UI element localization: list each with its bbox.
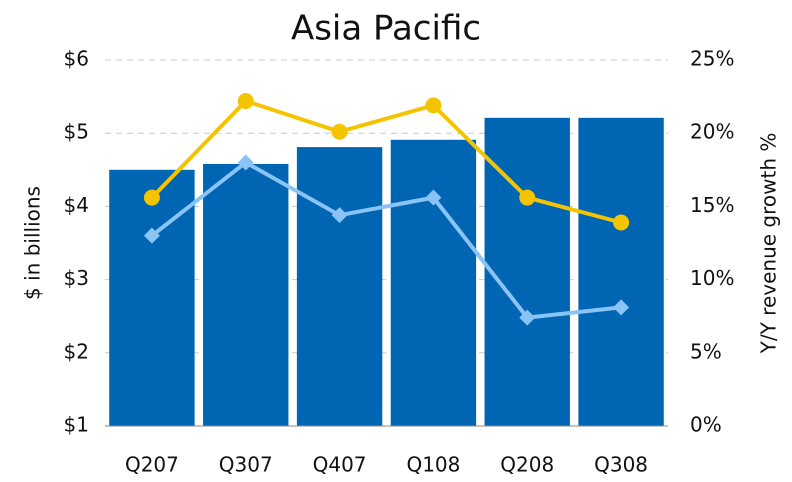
marker bbox=[237, 92, 254, 109]
marker bbox=[519, 309, 536, 326]
y-tick-label: $4 bbox=[64, 193, 89, 217]
bar bbox=[578, 117, 664, 426]
bar bbox=[484, 117, 570, 426]
marker bbox=[613, 299, 630, 316]
marker bbox=[425, 189, 442, 206]
marker bbox=[425, 97, 442, 114]
marker bbox=[613, 214, 630, 231]
x-tick-label: Q208 bbox=[500, 453, 554, 477]
x-tick-label: Q407 bbox=[313, 453, 367, 477]
y-tick-label: $1 bbox=[64, 413, 89, 437]
bar bbox=[296, 147, 383, 426]
bar bbox=[390, 139, 477, 426]
marker bbox=[331, 123, 348, 140]
x-tick-label: Q308 bbox=[594, 453, 648, 477]
y-tick-label: $3 bbox=[64, 266, 89, 290]
marker bbox=[237, 154, 254, 171]
bar bbox=[203, 163, 289, 426]
y2-tick-label: 0% bbox=[690, 413, 722, 437]
y-tick-label: $6 bbox=[64, 47, 89, 71]
marker bbox=[519, 189, 536, 206]
x-tick-label: Q207 bbox=[125, 453, 179, 477]
y2-axis-label: Y/Y revenue growth % bbox=[757, 133, 781, 355]
y2-tick-label: 10% bbox=[690, 266, 734, 290]
chart-title: Asia Pacific bbox=[291, 9, 481, 49]
x-tick-label: Q307 bbox=[219, 453, 273, 477]
bar bbox=[109, 169, 195, 427]
line bbox=[150, 98, 622, 225]
marker bbox=[331, 207, 348, 224]
line bbox=[150, 160, 622, 320]
y2-tick-label: 20% bbox=[690, 120, 734, 144]
y-tick-label: $5 bbox=[64, 120, 89, 144]
y-tick-label: $2 bbox=[64, 339, 89, 363]
y2-tick-label: 15% bbox=[690, 193, 734, 217]
y-axis-label: $ in billions bbox=[21, 186, 45, 300]
marker bbox=[143, 227, 160, 244]
y2-tick-label: 25% bbox=[690, 47, 734, 71]
y2-tick-label: 5% bbox=[690, 339, 722, 363]
x-tick-label: Q108 bbox=[406, 453, 460, 477]
marker bbox=[143, 189, 160, 206]
